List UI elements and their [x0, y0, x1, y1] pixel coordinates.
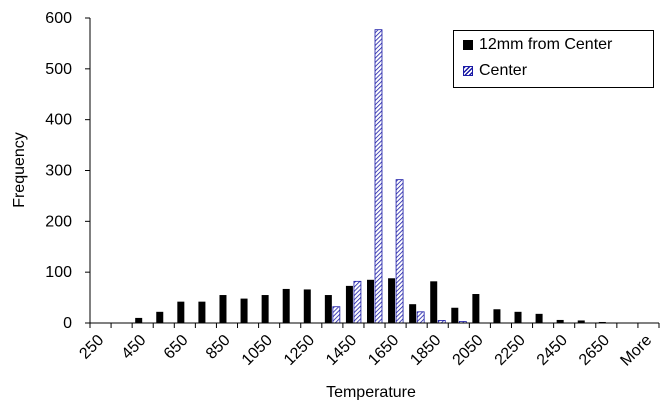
x-tick-label-2050: 2050 [450, 332, 487, 369]
bar-12mm-from-center-850 [219, 295, 227, 323]
bar-12mm-from-center-650 [177, 301, 185, 323]
x-axis-ticks: 250 450 650 850 1050 1250 1450 1650 1850 2050 2250… [76, 323, 660, 370]
x-tick-label-more: More [617, 332, 655, 370]
bar-12mm-from-center-1850 [430, 281, 438, 323]
y-axis-ticks: 0 100 200 300 400 500 600 [45, 10, 90, 332]
bar-center-1550 [374, 29, 383, 324]
bar-12mm-from-center-2550 [577, 320, 585, 323]
y-axis-label: Frequency [11, 132, 28, 208]
x-tick-label-1250: 1250 [281, 332, 318, 369]
bar-center-1750 [416, 311, 425, 324]
y-tick-label-200: 200 [45, 213, 72, 230]
bar-12mm-from-center-2650 [598, 321, 606, 323]
y-tick-label-300: 300 [45, 163, 72, 180]
bar-center-1350 [332, 306, 341, 324]
bar-12mm-from-center-2150 [493, 309, 501, 323]
x-tick-label-1050: 1050 [239, 332, 276, 369]
bar-12mm-from-center-450 [135, 317, 143, 323]
legend-swatch-center [463, 66, 473, 76]
legend-item-12mm-from-center: 12mm from Center [463, 34, 612, 56]
bar-12mm-from-center-2450 [556, 319, 564, 323]
bar-12mm-from-center-550 [156, 311, 164, 323]
bar-12mm-from-center-1250 [303, 289, 311, 323]
bar-center-1450 [353, 280, 362, 324]
bar-12mm-from-center-1050 [261, 295, 269, 323]
x-tick-label-2450: 2450 [534, 332, 571, 369]
bar-12mm-from-center-750 [198, 301, 206, 323]
y-tick-label-400: 400 [45, 112, 72, 129]
x-tick-label-2250: 2250 [492, 332, 529, 369]
x-tick-label-1650: 1650 [365, 332, 402, 369]
x-tick-label-1450: 1450 [323, 332, 360, 369]
bar-12mm-from-center-1450 [345, 285, 353, 323]
bar-12mm-from-center-1950 [451, 307, 459, 323]
y-tick-label-0: 0 [63, 315, 72, 332]
bar-12mm-from-center-1350 [324, 295, 332, 323]
bar-12mm-from-center-2350 [535, 313, 543, 323]
x-tick-label-450: 450 [119, 332, 150, 363]
legend-label-12mm-from-center: 12mm from Center [479, 36, 613, 53]
x-axis-label: Temperature [326, 384, 416, 400]
x-tick-label-250: 250 [76, 332, 107, 363]
bar-12mm-from-center-950 [240, 298, 248, 323]
bar-12mm-from-center-2050 [472, 294, 480, 323]
legend-item-center: Center [463, 60, 527, 82]
y-tick-label-100: 100 [45, 264, 72, 281]
x-tick-label-2650: 2650 [576, 332, 613, 369]
bar-12mm-from-center-1550 [367, 279, 374, 323]
bar-12mm-from-center-1150 [282, 288, 290, 323]
legend-swatch-12mm-from-center [463, 40, 473, 50]
x-tick-label-1850: 1850 [407, 332, 444, 369]
bar-12mm-from-center-1650 [388, 278, 396, 323]
x-tick-label-850: 850 [203, 332, 234, 363]
y-tick-label-500: 500 [45, 61, 72, 78]
chart-legend: 12mm from Center Center [453, 30, 654, 88]
bar-12mm-from-center-1750 [409, 304, 417, 323]
x-tick-label-650: 650 [161, 332, 192, 363]
y-tick-label-600: 600 [45, 10, 72, 27]
bar-12mm-from-center-2250 [514, 311, 522, 323]
legend-label-center: Center [479, 62, 528, 79]
bar-center-1650 [395, 179, 404, 324]
